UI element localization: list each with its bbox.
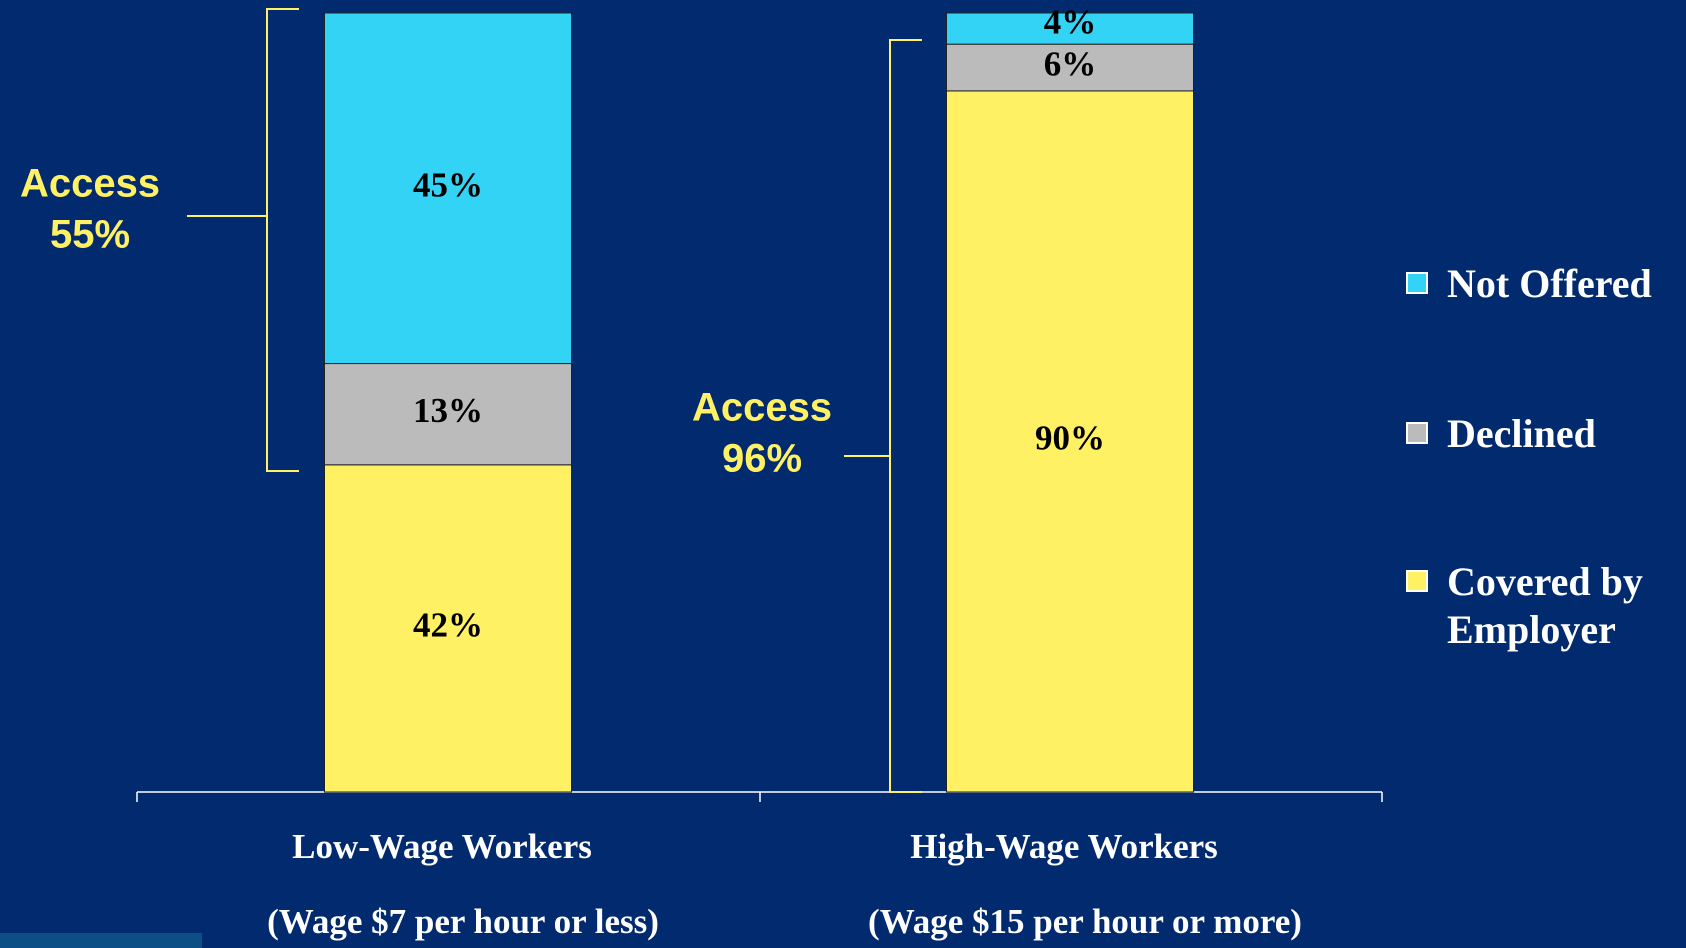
legend-item: Not Offered — [1406, 260, 1676, 308]
value-label: 6% — [1044, 45, 1097, 84]
x-tick-label: Low-Wage Workers — [292, 827, 592, 866]
legend-label: Declined — [1447, 411, 1596, 456]
value-label: 42% — [413, 605, 483, 644]
annotation-value: 96% — [722, 437, 802, 481]
bracket — [844, 39, 922, 793]
annotation: Access — [20, 162, 160, 206]
legend-swatch — [1406, 272, 1428, 294]
x-tick-note: (Wage $7 per hour or less) — [267, 902, 659, 941]
legend-item: Declined — [1406, 410, 1676, 458]
x-tick-note: (Wage $15 per hour or more) — [868, 902, 1302, 941]
value-label: 45% — [413, 165, 483, 204]
bracket — [187, 8, 299, 472]
annotation: Access — [692, 386, 832, 430]
bar-segment — [946, 12, 1194, 45]
x-tick-label: High-Wage Workers — [910, 827, 1218, 866]
corner-block — [0, 933, 202, 948]
legend-swatch — [1406, 570, 1428, 592]
brackets — [187, 8, 922, 793]
value-label: 4% — [1044, 3, 1097, 42]
bar-segment — [324, 12, 572, 365]
value-label: 90% — [1035, 418, 1105, 457]
bar-segment — [946, 43, 1194, 92]
value-label: 13% — [413, 391, 483, 430]
bar-segment — [324, 363, 572, 466]
legend-item: Covered by Employer — [1406, 558, 1676, 654]
bar-segment — [946, 90, 1194, 793]
annotation-value: 55% — [50, 213, 130, 257]
legend-label: Not Offered — [1447, 261, 1652, 306]
legend-swatch — [1406, 422, 1428, 444]
bar-segment — [324, 464, 572, 793]
legend-label: Covered by Employer — [1447, 559, 1643, 652]
